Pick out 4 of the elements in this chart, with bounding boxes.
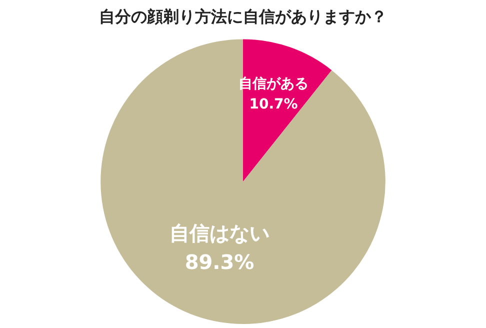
chart-title: 自分の顔剃り方法に自信がありますか？ [99,6,387,26]
data-label: 10.7% [249,96,298,112]
slice-label: 自信はない [170,221,270,246]
data-label: 89.3% [184,250,254,274]
